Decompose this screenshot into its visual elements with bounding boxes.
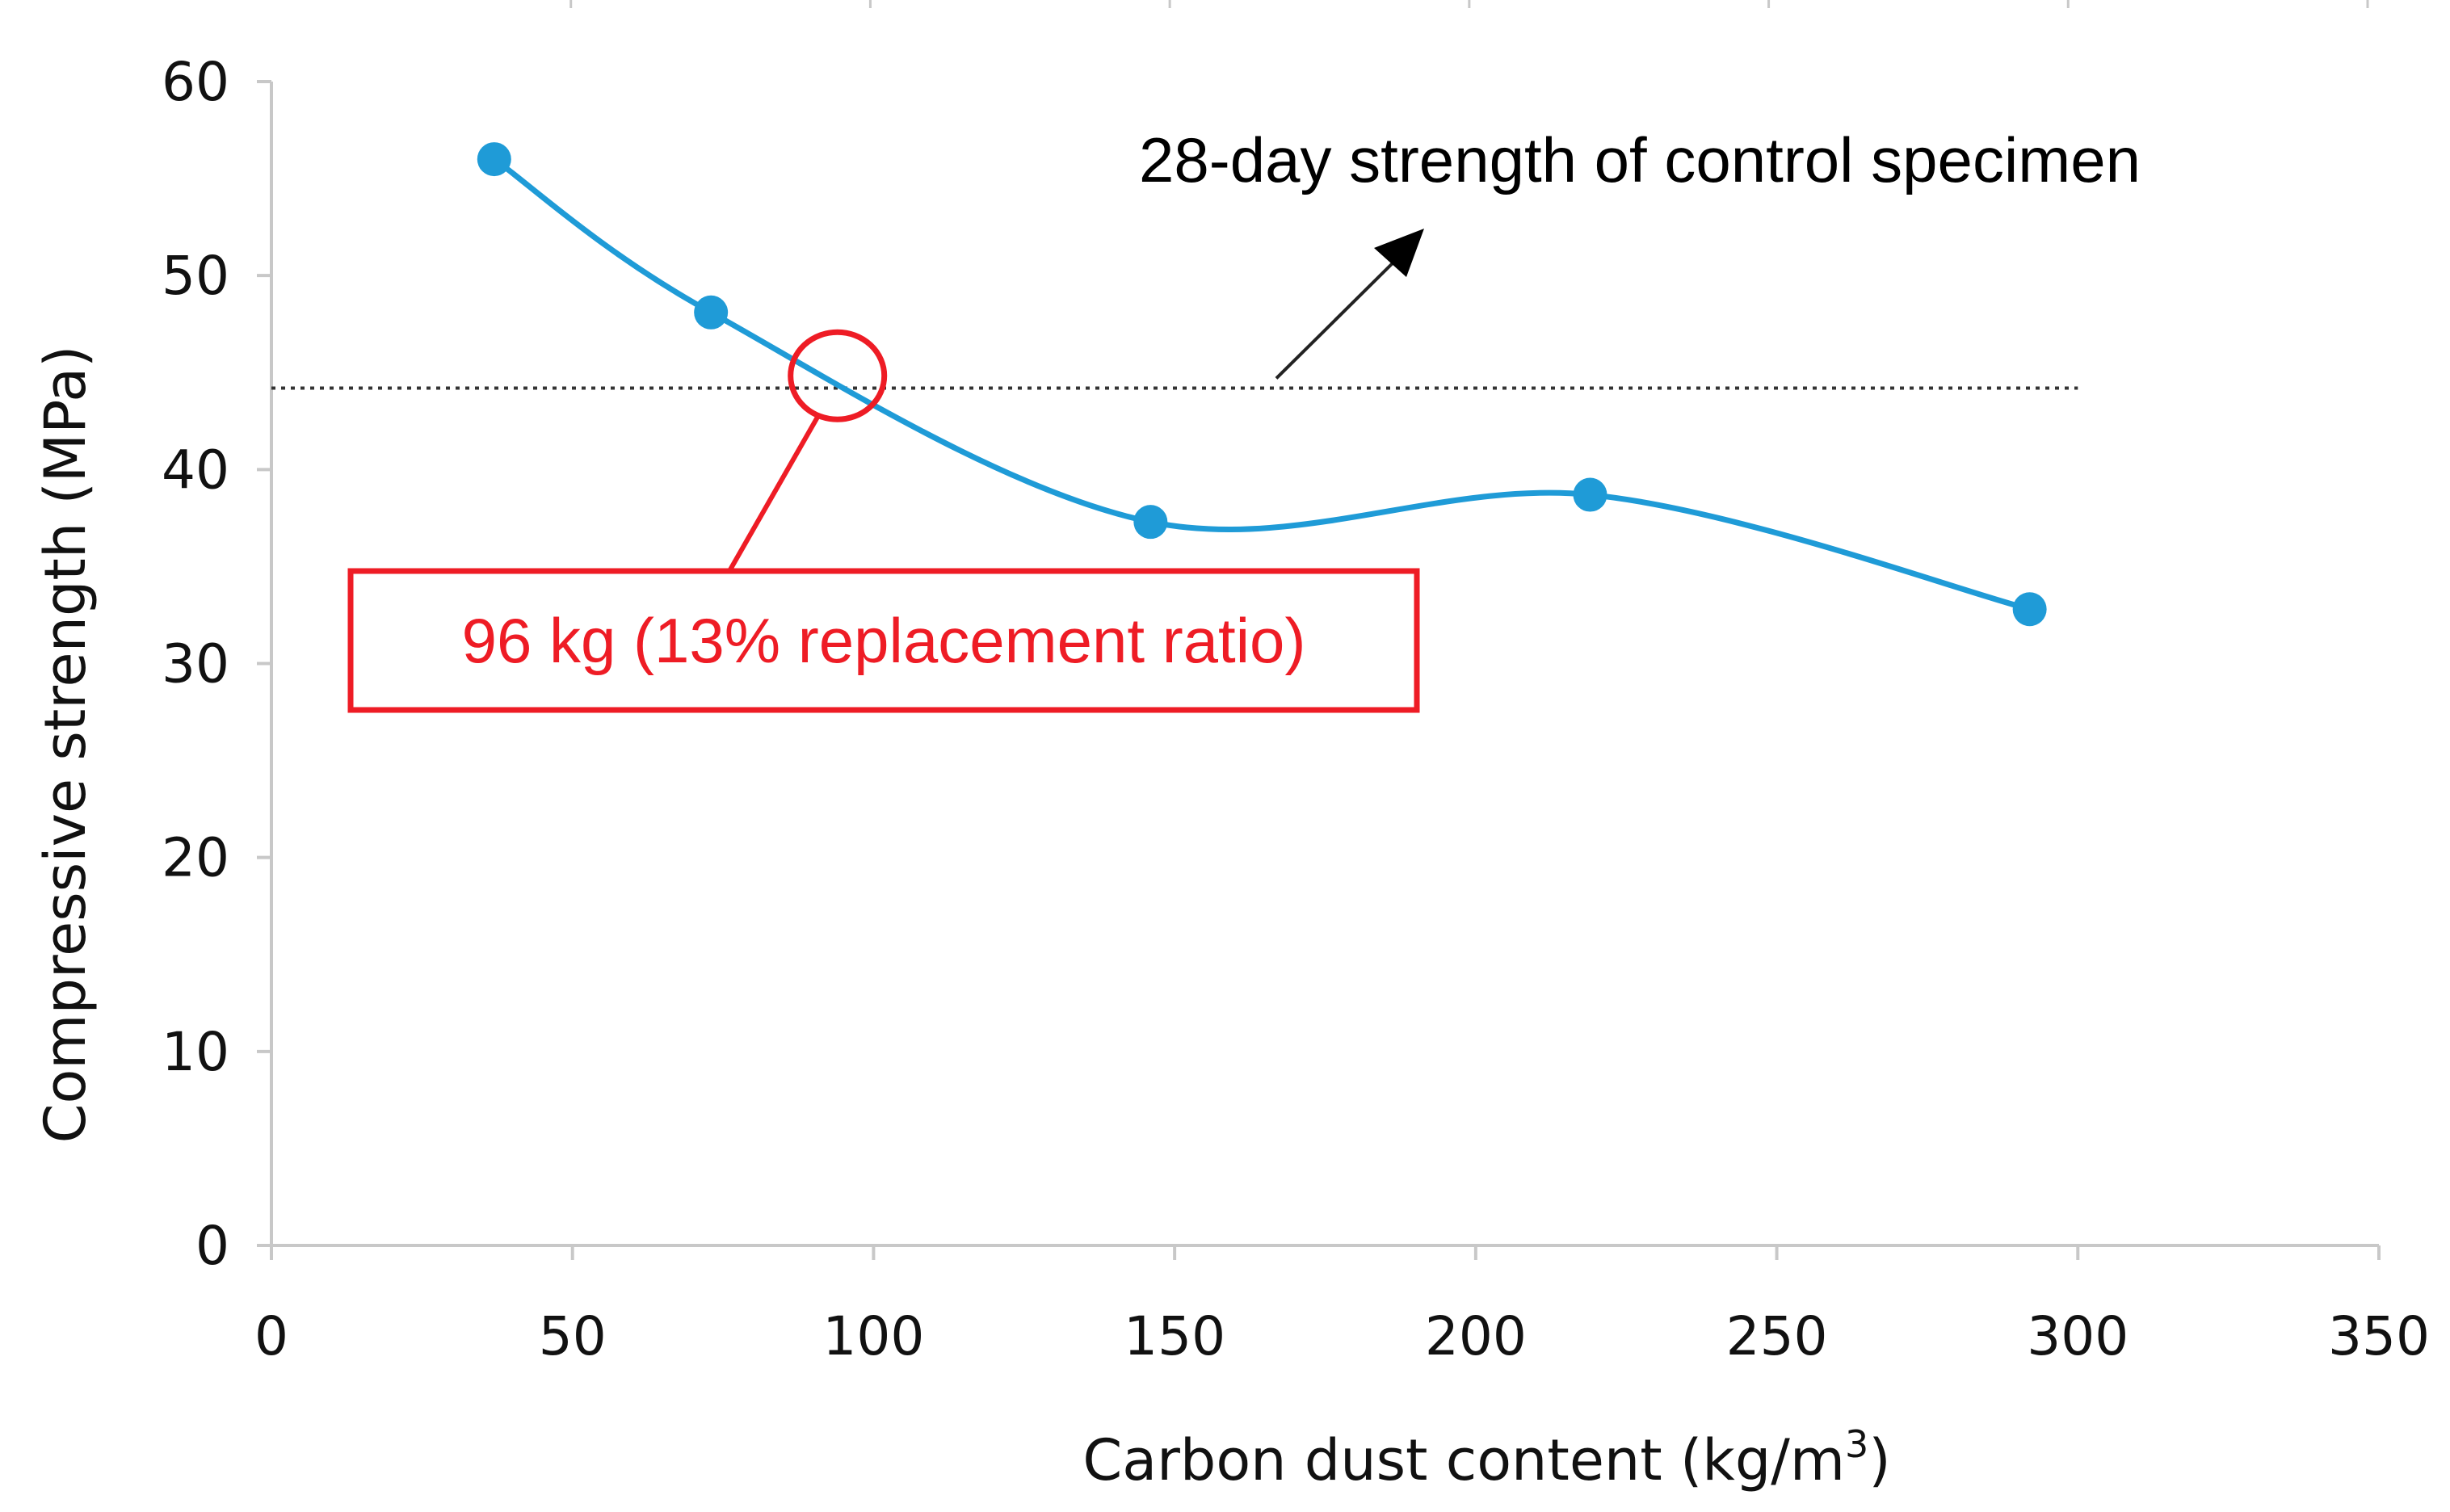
y-tick-label: 0 xyxy=(195,1215,229,1277)
x-tick-label: 200 xyxy=(1425,1305,1527,1367)
x-tick-label: 350 xyxy=(2328,1305,2430,1367)
series-group xyxy=(477,142,2047,627)
callout-connector xyxy=(727,414,821,573)
top-border-ticks xyxy=(569,0,2369,8)
x-axis-title-suffix: ) xyxy=(1868,1427,1890,1493)
y-tick-label: 60 xyxy=(162,51,229,113)
y-axis-ticks: 0 10 20 30 40 50 60 xyxy=(162,51,271,1277)
y-axis-title: Compressive strength (MPa) xyxy=(32,346,99,1144)
y-tick-label: 40 xyxy=(162,439,229,501)
x-axis-title-superscript: 3 xyxy=(1845,1422,1868,1466)
series-line xyxy=(491,156,2033,612)
data-point xyxy=(477,142,511,177)
callout-circle xyxy=(788,329,888,422)
y-tick-label: 20 xyxy=(162,827,229,889)
reference-arrow-head xyxy=(1374,229,1424,277)
reference-line-label: 28-day strength of control specimen xyxy=(1139,124,2141,195)
reference-arrow-shaft xyxy=(1275,245,1411,380)
x-tick-label: 100 xyxy=(822,1305,924,1367)
callout-label: 96 kg (13% replacement ratio) xyxy=(462,605,1306,676)
data-point xyxy=(694,295,729,330)
x-axis-title: Carbon dust content (kg/m3) xyxy=(1082,1422,1890,1493)
data-point xyxy=(2012,592,2047,627)
x-axis-title-main: Carbon dust content (kg/m xyxy=(1082,1427,1845,1493)
x-tick-label: 250 xyxy=(1726,1305,1828,1367)
data-point xyxy=(1573,477,1607,512)
x-tick-label: 150 xyxy=(1124,1305,1225,1367)
x-tick-label: 0 xyxy=(254,1305,288,1367)
x-tick-label: 50 xyxy=(539,1305,607,1367)
callout-box xyxy=(347,568,1420,713)
y-tick-label: 10 xyxy=(162,1021,229,1083)
data-point xyxy=(1133,505,1168,540)
x-tick-label: 300 xyxy=(2027,1305,2129,1367)
y-tick-label: 30 xyxy=(162,633,229,695)
x-axis-ticks: 0 50 100 150 200 250 300 350 xyxy=(254,1245,2430,1367)
y-tick-label: 50 xyxy=(162,245,229,307)
annotations-group: 28-day strength of control specimen 96 k… xyxy=(347,124,2141,713)
